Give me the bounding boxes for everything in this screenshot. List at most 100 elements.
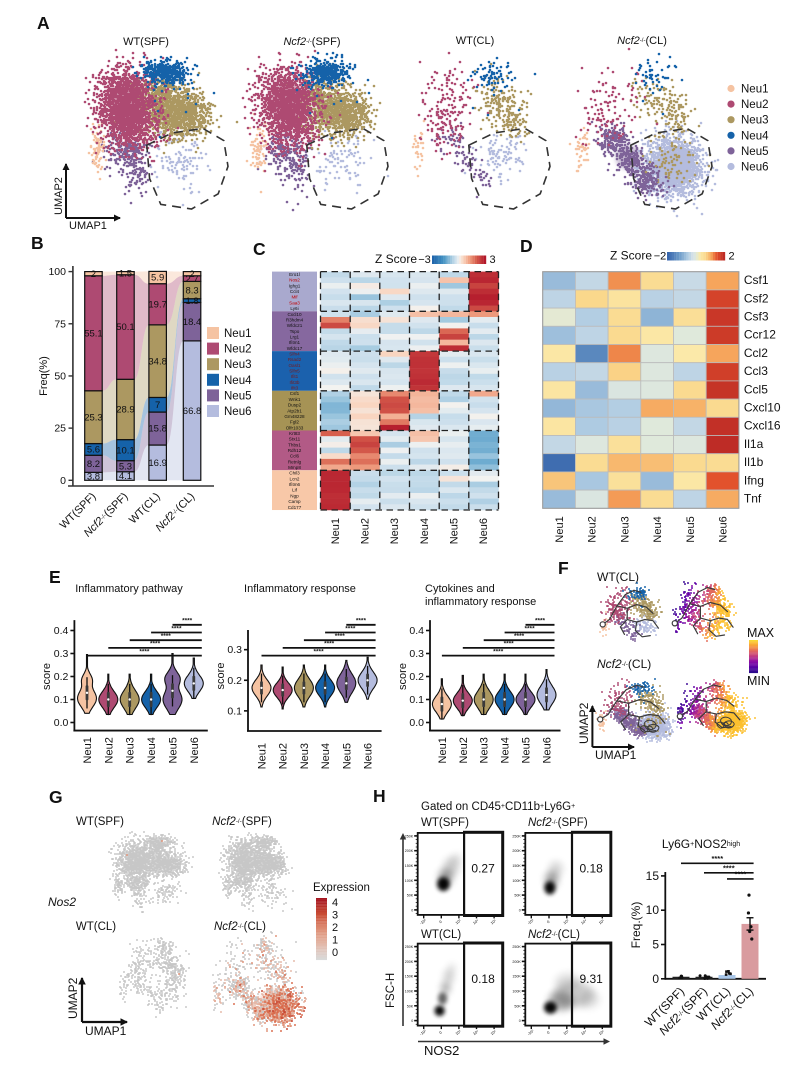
svg-text:Neu1: Neu1: [554, 516, 566, 542]
svg-text:Oasl1: Oasl1: [288, 363, 300, 368]
svg-text:0.4: 0.4: [409, 625, 424, 637]
svg-text:3: 3: [490, 254, 496, 266]
svg-text:100K: 100K: [405, 879, 414, 883]
svg-text:9.31: 9.31: [579, 972, 603, 986]
svg-text:****: ****: [734, 869, 746, 878]
svg-text:Neu3: Neu3: [125, 737, 137, 763]
svg-text:Neu2: Neu2: [224, 344, 252, 356]
svg-text:50.1: 50.1: [116, 322, 135, 333]
svg-text:Ncf2-/-(CL): Ncf2-/-(CL): [617, 35, 667, 47]
svg-text:0: 0: [519, 1019, 521, 1023]
svg-text:0.0: 0.0: [54, 717, 69, 729]
svg-text:Z Score: Z Score: [375, 252, 417, 266]
svg-text:Ifitm6: Ifitm6: [289, 482, 301, 487]
svg-text:Dusp2: Dusp2: [288, 403, 302, 408]
svg-text:Ifitm1: Ifitm1: [289, 340, 301, 345]
svg-text:Neu6: Neu6: [363, 743, 375, 769]
svg-text:-10³: -10³: [527, 1029, 535, 1037]
svg-text:0.3: 0.3: [409, 648, 424, 660]
svg-text:100: 100: [48, 266, 66, 278]
svg-text:****: ****: [493, 648, 504, 655]
svg-text:-10³: -10³: [419, 918, 427, 926]
svg-text:Saa3: Saa3: [289, 300, 300, 305]
svg-text:0.1: 0.1: [409, 694, 424, 706]
svg-text:****: ****: [161, 633, 172, 640]
svg-text:Nos2: Nos2: [289, 278, 300, 283]
svg-text:Lrg1: Lrg1: [290, 334, 300, 339]
svg-text:10³: 10³: [563, 918, 570, 925]
svg-text:Wfdc21: Wfdc21: [287, 323, 303, 328]
svg-text:Neu4: Neu4: [741, 130, 769, 142]
svg-text:Neu6: Neu6: [718, 516, 730, 542]
svg-text:−2: −2: [654, 251, 667, 263]
svg-text:Cytokines and: Cytokines and: [425, 583, 495, 595]
svg-text:Csf1: Csf1: [744, 273, 769, 287]
svg-text:Camp: Camp: [288, 499, 301, 504]
svg-text:Ncf2-/-(SPF): Ncf2-/-(SPF): [212, 816, 272, 828]
svg-text:15: 15: [646, 869, 660, 883]
svg-text:Neu2: Neu2: [741, 99, 769, 111]
svg-text:0: 0: [60, 475, 66, 487]
svg-text:Ccr12: Ccr12: [744, 328, 776, 342]
svg-text:WT(SPF): WT(SPF): [123, 36, 169, 48]
svg-text:0: 0: [439, 920, 443, 924]
svg-text:Slfn5: Slfn5: [289, 369, 300, 374]
svg-text:Neu3: Neu3: [389, 518, 401, 544]
svg-text:Wnk1: Wnk1: [289, 397, 301, 402]
svg-text:Neu6: Neu6: [542, 737, 554, 763]
svg-text:Neu1: Neu1: [224, 328, 252, 340]
svg-text:10⁵: 10⁵: [598, 919, 605, 926]
svg-text:****: ****: [324, 641, 335, 648]
svg-text:****: ****: [535, 618, 546, 625]
svg-text:Ccl3: Ccl3: [744, 364, 768, 378]
svg-text:250K: 250K: [405, 945, 414, 949]
svg-text:4.1: 4.1: [119, 471, 132, 482]
svg-text:0: 0: [546, 1031, 550, 1035]
svg-text:0: 0: [439, 1031, 443, 1035]
svg-text:200K: 200K: [512, 849, 521, 853]
svg-text:score: score: [41, 663, 53, 690]
svg-text:Retnlg: Retnlg: [288, 459, 302, 464]
svg-text:Olfr1033: Olfr1033: [286, 425, 304, 430]
svg-text:Thbs1: Thbs1: [288, 442, 301, 447]
svg-text:Freq.(%): Freq.(%): [629, 902, 643, 949]
svg-text:50K: 50K: [407, 1004, 414, 1008]
svg-text:Lcn2: Lcn2: [290, 476, 300, 481]
svg-text:Tnf: Tnf: [744, 491, 762, 505]
svg-text:UMAP1: UMAP1: [85, 1024, 127, 1038]
svg-text:200K: 200K: [405, 960, 414, 964]
svg-text:****: ****: [524, 625, 535, 632]
svg-text:Neu3: Neu3: [479, 737, 491, 763]
svg-text:Cxcl16: Cxcl16: [744, 419, 781, 433]
svg-text:****: ****: [182, 618, 193, 625]
svg-text:10⁵: 10⁵: [490, 919, 497, 926]
svg-text:Csf3: Csf3: [744, 309, 769, 323]
svg-text:Ero1l: Ero1l: [289, 272, 300, 277]
svg-text:16.9: 16.9: [148, 458, 167, 469]
svg-text:score: score: [397, 663, 409, 690]
svg-text:Neu2: Neu2: [278, 743, 290, 769]
svg-text:Mif: Mif: [291, 295, 298, 300]
svg-text:10⁴: 10⁴: [472, 919, 479, 926]
svg-text:Slfn4: Slfn4: [289, 351, 300, 356]
svg-text:34.8: 34.8: [148, 356, 167, 367]
svg-text:UMAP1: UMAP1: [595, 748, 637, 762]
svg-text:0: 0: [519, 908, 521, 912]
svg-text:Ncf2-/-(CL): Ncf2-/-(CL): [528, 929, 580, 941]
svg-text:Neu3: Neu3: [741, 115, 769, 127]
svg-text:25.3: 25.3: [84, 412, 103, 423]
svg-text:0.2: 0.2: [409, 671, 424, 683]
svg-text:Neu4: Neu4: [320, 743, 332, 769]
svg-text:****: ****: [345, 625, 356, 632]
svg-text:Ccl5: Ccl5: [744, 382, 768, 396]
svg-text:10⁵: 10⁵: [490, 1029, 497, 1036]
svg-text:0.3: 0.3: [227, 644, 242, 656]
svg-text:100K: 100K: [512, 879, 521, 883]
svg-text:Lif: Lif: [292, 488, 298, 493]
svg-text:FSC-H: FSC-H: [385, 973, 397, 1008]
svg-text:C: C: [253, 239, 266, 259]
svg-text:Neu5: Neu5: [741, 146, 769, 158]
svg-text:5.6: 5.6: [87, 445, 100, 456]
svg-text:MIN: MIN: [747, 674, 770, 688]
svg-text:0.2: 0.2: [54, 671, 69, 683]
